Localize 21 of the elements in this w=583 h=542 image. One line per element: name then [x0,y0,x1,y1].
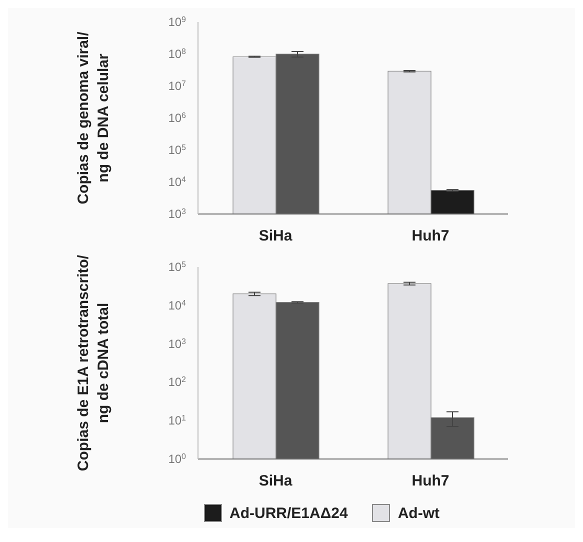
y-tick-label: 10$^{0}$ [168,452,187,466]
y-tick-label: 10$^{5}$ [168,260,187,274]
y-tick-label: 10$^{4}$ [168,298,187,312]
y-tick-label: 10$^{1}$ [168,413,187,428]
x-tick-label: Huh7 [412,228,450,245]
x-tick-label: Huh7 [412,472,450,490]
legend-label: Ad-wt [398,504,440,522]
y-tick-label: 10$^{5}$ [168,142,187,157]
y-tick-label: 10$^{4}$ [168,174,187,189]
legend-label: Ad-URR/E1AΔ24 [230,504,348,522]
y-axis-title: Copias de genoma viral/ ng de DNA celular [75,30,112,204]
y-tick-label: 10$^{3}$ [168,336,187,351]
y-tick-label: 10$^{2}$ [168,374,187,390]
x-tick-label: SiHa [258,472,293,490]
x-tick-label: SiHa [258,228,293,245]
y-tick-label: 10$^{7}$ [168,78,187,93]
y-tick-label: 10$^{3}$ [168,206,187,221]
y-axis-title: Copias de E1A retrotranscrito/ ng de cDNA total [75,254,112,472]
y-tick-label: 10$^{8}$ [168,46,187,61]
y-tick-label: 10$^{9}$ [168,14,187,29]
y-tick-label: 10$^{6}$ [168,110,187,125]
